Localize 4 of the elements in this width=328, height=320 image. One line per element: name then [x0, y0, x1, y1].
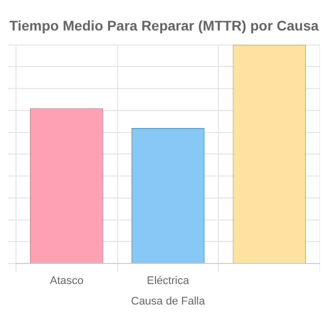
- x-tick-label: Eléctrica: [146, 275, 190, 288]
- x-tick-label: Atasco: [50, 275, 84, 288]
- x-axis-title: Causa de Falla: [131, 295, 206, 308]
- chart-title: Tiempo Medio Para Reparar (MTTR) por Causa: [9, 17, 319, 34]
